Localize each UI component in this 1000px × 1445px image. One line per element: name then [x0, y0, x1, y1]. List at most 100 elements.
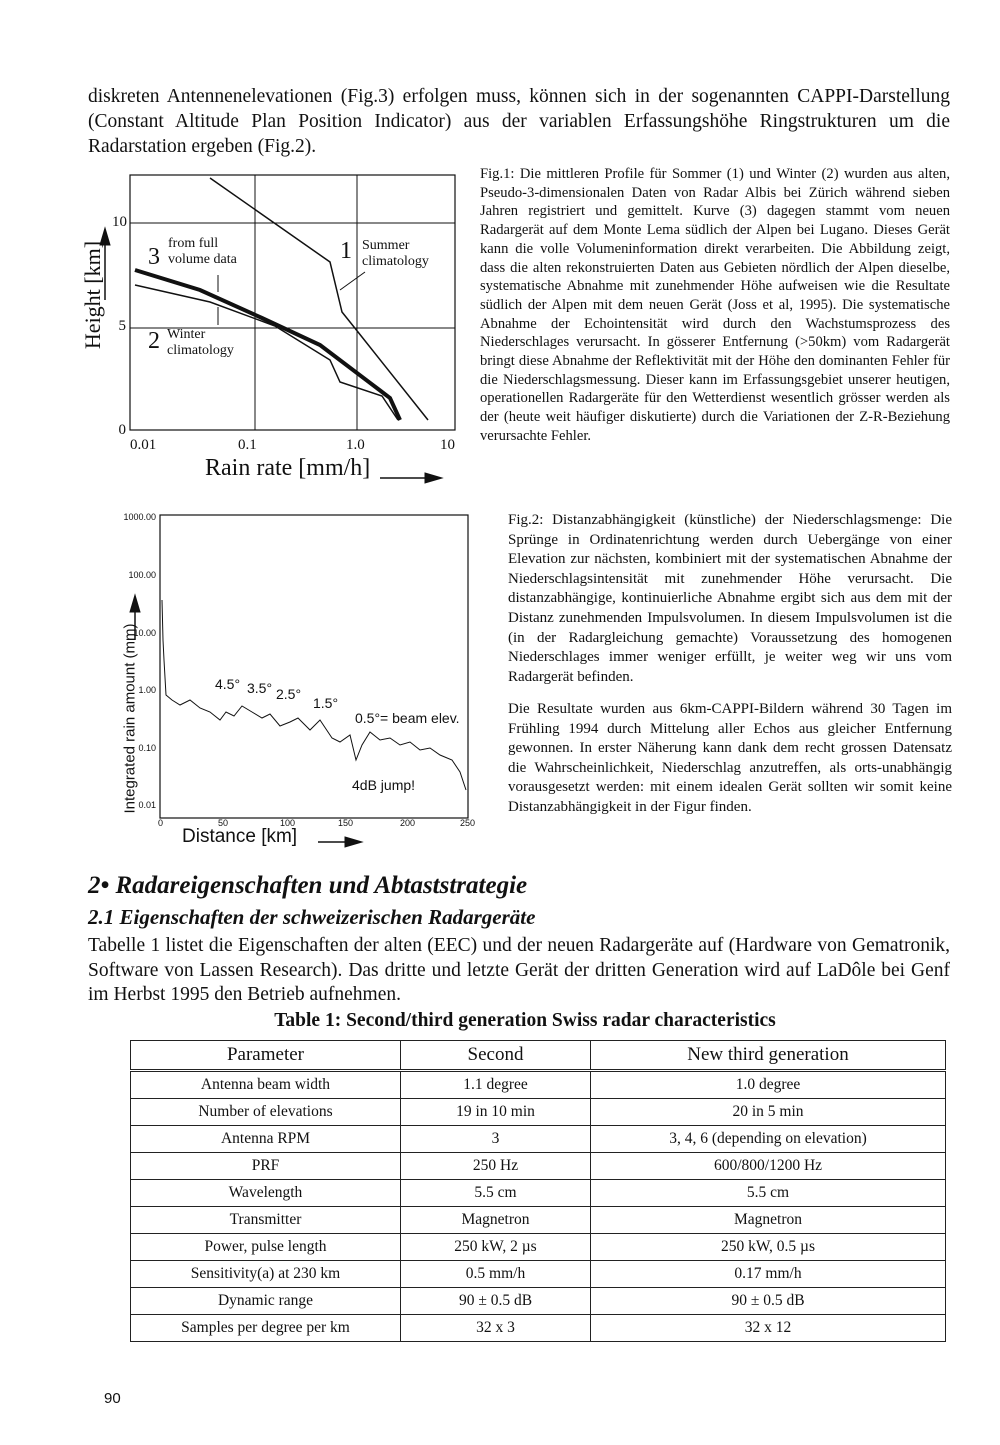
table-cell: Samples per degree per km	[130, 1314, 401, 1342]
table-cell: 5.5 cm	[400, 1179, 591, 1207]
table-row: Sensitivity(a) at 230 km 0.5 mm/h 0.17 mm/…	[130, 1260, 946, 1288]
table-cell: 250 kW, 2 µs	[400, 1233, 591, 1261]
arrowhead	[99, 226, 111, 246]
table-cell: Sensitivity(a) at 230 km	[130, 1260, 401, 1288]
annotation: 2.5°	[276, 686, 302, 702]
table-cell: 1.1 degree	[400, 1070, 591, 1099]
page-number: 90	[104, 1390, 121, 1407]
section-heading: 2• Radareigenschaften und Abtaststrategi…	[88, 872, 528, 899]
figure-2	[129, 514, 469, 848]
table-cell: 90 ± 0.5 dB	[590, 1287, 946, 1315]
annotation: 3.5°	[247, 680, 273, 696]
table-row: Dynamic range 90 ± 0.5 dB 90 ± 0.5 dB	[130, 1287, 946, 1315]
y-tick-label: 10	[112, 214, 127, 230]
table-cell: 20 in 5 min	[590, 1098, 946, 1126]
figure-1-caption: Fig.1: Die mittleren Profile für Sommer …	[480, 166, 950, 444]
figure-2-caption: Fig.2: Distanzabhängigkeit (künstliche) …	[508, 512, 952, 685]
table-cell: Dynamic range	[130, 1287, 401, 1315]
x-axis-label: Rain rate [mm/h]	[205, 455, 371, 481]
annotation: Winter climatology	[167, 327, 234, 358]
table-cell: Wavelength	[130, 1179, 401, 1207]
x-tick-label: 0.01	[130, 437, 157, 453]
table-title: Table 1: Second/third generation Swiss r…	[274, 1010, 776, 1031]
table-row: Samples per degree per km 32 x 3 32 x 12	[130, 1314, 946, 1342]
arrowhead	[344, 836, 364, 848]
subsection-heading: 2.1 Eigenschaften der schweizerischen Ra…	[88, 905, 536, 929]
x-tick-label: 200	[400, 818, 416, 828]
y-tick-label: 0.10	[138, 743, 156, 753]
annotation: 4.5°	[215, 676, 241, 692]
y-tick-label: 1000.00	[123, 512, 156, 522]
table-cell: Power, pulse length	[130, 1233, 401, 1261]
x-tick-label: 250	[460, 818, 476, 828]
y-tick-label: 0.01	[138, 800, 156, 810]
table-cell: 0.17 mm/h	[590, 1260, 946, 1288]
table-row: Antenna beam width 1.1 degree 1.0 degree	[130, 1070, 946, 1099]
x-tick-label: 0.1	[238, 437, 257, 453]
table-cell: Antenna beam width	[130, 1070, 401, 1099]
table-cell: PRF	[130, 1152, 401, 1180]
header-cell: Parameter	[130, 1040, 401, 1072]
table-cell: 90 ± 0.5 dB	[400, 1287, 591, 1315]
table-cell: 250 kW, 0.5 µs	[590, 1233, 946, 1261]
curve-winter	[134, 284, 399, 421]
figure-1	[99, 174, 456, 484]
curve-rain-amount	[161, 599, 467, 791]
annotation: 0.5°= beam elev.	[355, 710, 460, 726]
y-tick-label: 0	[118, 422, 127, 438]
annotation: 1.5°	[313, 695, 339, 711]
table-cell: Magnetron	[400, 1206, 591, 1234]
table-body: Antenna beam width 1.1 degree 1.0 degree Nu…	[130, 1070, 946, 1342]
curve-label: 1	[340, 238, 352, 264]
table-cell: 250 Hz	[400, 1152, 591, 1180]
pointer	[339, 271, 366, 291]
table-cell: 1.0 degree	[590, 1070, 946, 1099]
table-row: PRF 250 Hz 600/800/1200 Hz	[130, 1152, 946, 1180]
table-cell: 32 x 3	[400, 1314, 591, 1342]
paragraph: diskreten Antennenelevationen (Fig.3) er…	[88, 86, 950, 157]
table: Parameter Second New third generation Ante…	[130, 1040, 946, 1342]
arrowhead	[424, 472, 444, 484]
curve-label: 3	[148, 244, 160, 270]
table-cell: 600/800/1200 Hz	[590, 1152, 946, 1180]
x-tick-label: 50	[218, 818, 229, 828]
annotation: from full volume data	[168, 236, 237, 267]
paragraph: Tabelle 1 listet die Eigenschaften der a…	[88, 935, 950, 1005]
table-row: Transmitter Magnetron Magnetron	[130, 1206, 946, 1234]
x-tick-label: 10	[440, 437, 455, 453]
plot-frame	[129, 174, 456, 431]
x-tick-label: 100	[280, 818, 296, 828]
curve-full-volume	[134, 268, 402, 421]
table-cell: 3, 4, 6 (depending on elevation)	[590, 1125, 946, 1153]
y-axis-label: Integrated rain amount (mm)	[121, 623, 139, 814]
table-header: Parameter Second New third generation	[130, 1040, 946, 1072]
table-cell: Transmitter	[130, 1206, 401, 1234]
y-tick-label: 5	[118, 318, 127, 334]
table-cell: 0.5 mm/h	[400, 1260, 591, 1288]
arrowhead	[129, 593, 141, 613]
table-cell: 3	[400, 1125, 591, 1153]
table-cell: Antenna RPM	[130, 1125, 401, 1153]
table-row: Number of elevations 19 in 10 min 20 in 5 …	[130, 1098, 946, 1126]
table-cell: 19 in 10 min	[400, 1098, 591, 1126]
table-row: Antenna RPM 3 3, 4, 6 (depending on elevat…	[130, 1125, 946, 1153]
table-cell: 32 x 12	[590, 1314, 946, 1342]
table-row: Wavelength 5.5 cm 5.5 cm	[130, 1179, 946, 1207]
plot-frame	[159, 514, 469, 819]
annotation: Summer climatology	[362, 238, 429, 269]
x-tick-label: 1.0	[346, 437, 365, 453]
table-row: Power, pulse length 250 kW, 2 µs 250 kW, 0…	[130, 1233, 946, 1261]
curve-label: 2	[148, 328, 160, 354]
annotation: 4dB jump!	[352, 777, 416, 793]
table-cell: 5.5 cm	[590, 1179, 946, 1207]
table-cell: Magnetron	[590, 1206, 946, 1234]
curve-summer	[209, 177, 429, 421]
y-axis-label: Height [km]	[80, 240, 105, 350]
header-cell: Second	[400, 1040, 591, 1072]
x-axis-label: Distance [km]	[182, 826, 298, 847]
y-tick-label: 1.00	[138, 685, 156, 695]
y-tick-label: 10.00	[133, 628, 156, 638]
x-tick-label: 150	[338, 818, 354, 828]
header-cell: New third generation	[590, 1040, 946, 1072]
